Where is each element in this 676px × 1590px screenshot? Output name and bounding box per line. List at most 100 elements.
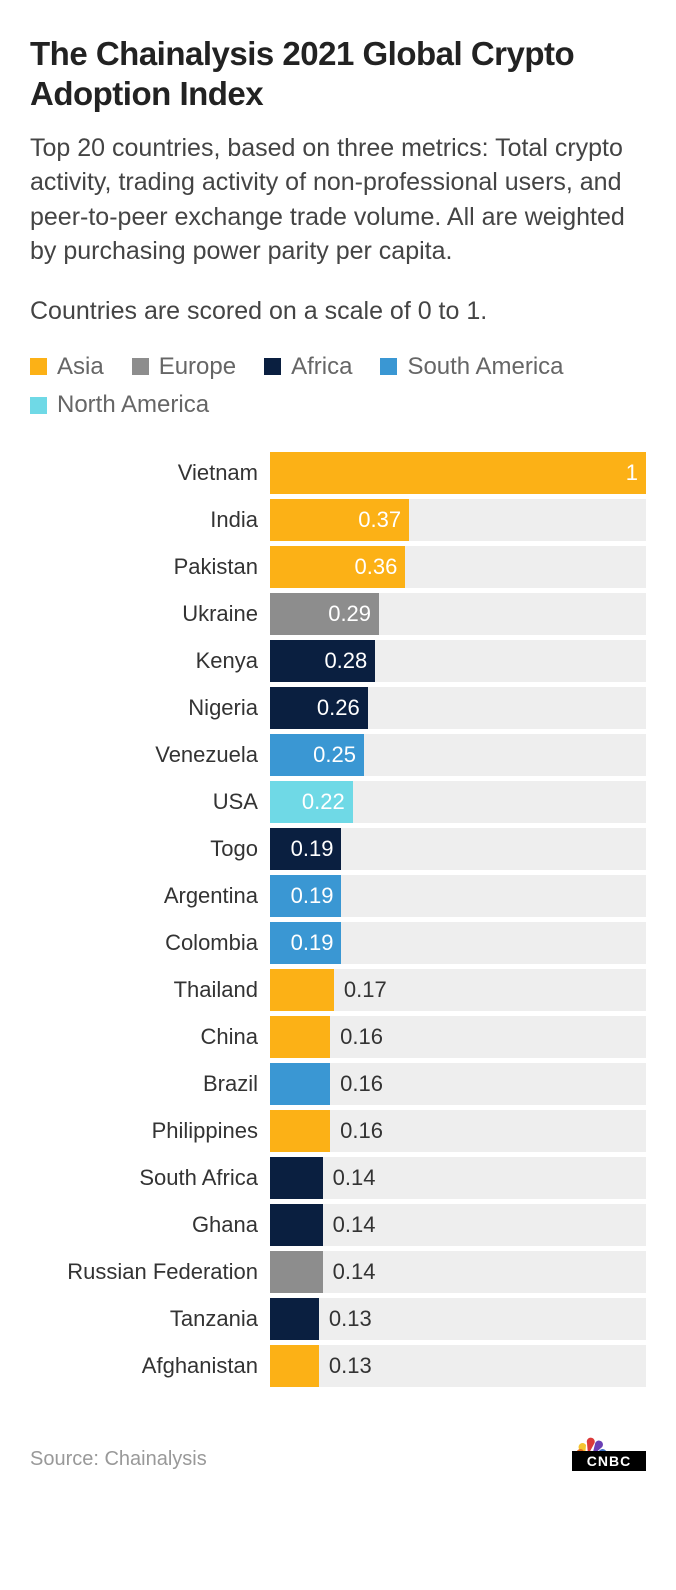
- row-track: 0.16: [270, 1063, 646, 1105]
- row-value: 0.16: [330, 1024, 383, 1050]
- row-value: 0.14: [323, 1165, 376, 1191]
- row-track: 0.16: [270, 1016, 646, 1058]
- row-label: Afghanistan: [30, 1345, 270, 1387]
- row-bar: 0.19: [270, 922, 341, 964]
- row-track: 0.25: [270, 734, 646, 776]
- row-label: India: [30, 499, 270, 541]
- legend-item: South America: [380, 348, 563, 386]
- chart-row: India0.37: [30, 499, 646, 541]
- chart-title: The Chainalysis 2021 Global Crypto Adopt…: [30, 34, 646, 115]
- row-label: Vietnam: [30, 452, 270, 494]
- row-bar: [270, 1157, 323, 1199]
- row-track: 1: [270, 452, 646, 494]
- legend: Asia Europe Africa South America North Ameri…: [30, 348, 646, 425]
- bar-chart: Vietnam1India0.37Pakistan0.36Ukraine0.29…: [30, 452, 646, 1387]
- row-bar: [270, 1110, 330, 1152]
- row-bar: 0.28: [270, 640, 375, 682]
- row-track: 0.29: [270, 593, 646, 635]
- row-value: 0.13: [319, 1353, 372, 1379]
- legend-label: Africa: [291, 348, 352, 386]
- chart-row: Brazil0.16: [30, 1063, 646, 1105]
- chart-row: Argentina0.19: [30, 875, 646, 917]
- legend-label: South America: [407, 348, 563, 386]
- row-label: Colombia: [30, 922, 270, 964]
- row-value: 0.16: [330, 1071, 383, 1097]
- row-label: Nigeria: [30, 687, 270, 729]
- row-value: 0.14: [323, 1212, 376, 1238]
- legend-label: Asia: [57, 348, 104, 386]
- row-track: 0.16: [270, 1110, 646, 1152]
- chart-subtitle: Top 20 countries, based on three metrics…: [30, 131, 646, 269]
- svg-text:CNBC: CNBC: [587, 1453, 631, 1469]
- chart-row: Russian Federation 0.14: [30, 1251, 646, 1293]
- row-label: Philippines: [30, 1110, 270, 1152]
- legend-item: Asia: [30, 348, 104, 386]
- row-value: 0.16: [330, 1118, 383, 1144]
- chart-row: Kenya0.28: [30, 640, 646, 682]
- row-track: 0.13: [270, 1298, 646, 1340]
- chart-row: Ukraine0.29: [30, 593, 646, 635]
- row-track: 0.14: [270, 1157, 646, 1199]
- row-track: 0.13: [270, 1345, 646, 1387]
- row-value: 0.14: [323, 1259, 376, 1285]
- row-bar: 0.19: [270, 875, 341, 917]
- row-bar: 1: [270, 452, 646, 494]
- legend-item: North America: [30, 386, 209, 424]
- row-bar: 0.37: [270, 499, 409, 541]
- row-label: Tanzania: [30, 1298, 270, 1340]
- row-bar: 0.25: [270, 734, 364, 776]
- chart-row: China0.16: [30, 1016, 646, 1058]
- chart-row: Afghanistan 0.13: [30, 1345, 646, 1387]
- row-bar: [270, 969, 334, 1011]
- row-label: Ukraine: [30, 593, 270, 635]
- cnbc-logo: CNBC: [572, 1431, 646, 1471]
- chart-row: Ghana 0.14: [30, 1204, 646, 1246]
- row-bar: [270, 1063, 330, 1105]
- row-track: 0.17: [270, 969, 646, 1011]
- row-label: Togo: [30, 828, 270, 870]
- row-label: Pakistan: [30, 546, 270, 588]
- row-bar: 0.29: [270, 593, 379, 635]
- chart-row: Vietnam1: [30, 452, 646, 494]
- chart-row: USA0.22: [30, 781, 646, 823]
- row-label: Argentina: [30, 875, 270, 917]
- chart-row: South Africa 0.14: [30, 1157, 646, 1199]
- row-track: 0.37: [270, 499, 646, 541]
- legend-swatch: [30, 397, 47, 414]
- row-track: 0.28: [270, 640, 646, 682]
- row-label: Venezuela: [30, 734, 270, 776]
- legend-item: Europe: [132, 348, 236, 386]
- row-label: South Africa: [30, 1157, 270, 1199]
- row-bar: 0.19: [270, 828, 341, 870]
- chart-footer: Source: Chainalysis CNBC: [30, 1431, 646, 1471]
- row-track: 0.19: [270, 875, 646, 917]
- legend-swatch: [132, 358, 149, 375]
- legend-label: Europe: [159, 348, 236, 386]
- source-text: Source: Chainalysis: [30, 1448, 207, 1471]
- row-track: 0.26: [270, 687, 646, 729]
- legend-swatch: [264, 358, 281, 375]
- legend-label: North America: [57, 386, 209, 424]
- row-bar: [270, 1204, 323, 1246]
- row-track: 0.14: [270, 1251, 646, 1293]
- row-label: Ghana: [30, 1204, 270, 1246]
- row-bar: [270, 1251, 323, 1293]
- row-bar: [270, 1345, 319, 1387]
- chart-row: Venezuela0.25: [30, 734, 646, 776]
- chart-row: Pakistan0.36: [30, 546, 646, 588]
- row-track: 0.19: [270, 922, 646, 964]
- row-label: Kenya: [30, 640, 270, 682]
- row-bar: 0.22: [270, 781, 353, 823]
- chart-row: Thailand 0.17: [30, 969, 646, 1011]
- row-value: 0.17: [334, 977, 387, 1003]
- scale-note: Countries are scored on a scale of 0 to …: [30, 297, 646, 326]
- chart-row: Philippines 0.16: [30, 1110, 646, 1152]
- row-track: 0.19: [270, 828, 646, 870]
- row-label: Thailand: [30, 969, 270, 1011]
- row-track: 0.22: [270, 781, 646, 823]
- row-bar: [270, 1298, 319, 1340]
- chart-row: Colombia0.19: [30, 922, 646, 964]
- chart-row: Nigeria0.26: [30, 687, 646, 729]
- row-label: Russian Federation: [30, 1251, 270, 1293]
- row-label: USA: [30, 781, 270, 823]
